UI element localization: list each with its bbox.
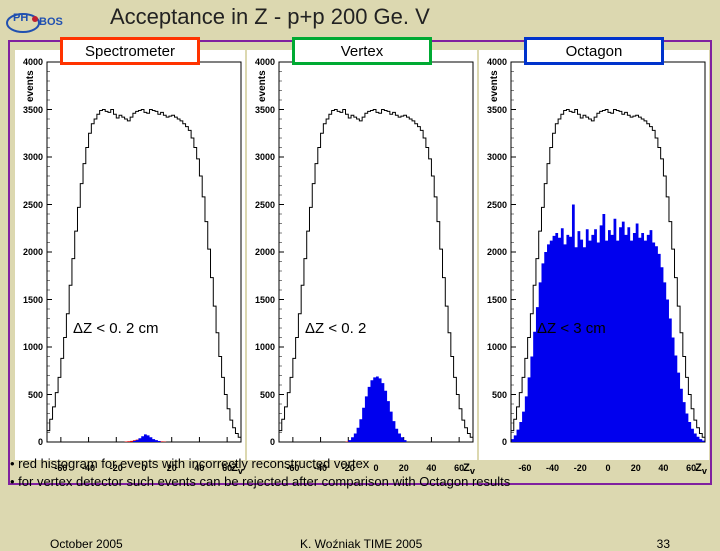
- y-tick-label: 3000: [477, 152, 507, 162]
- footer-page: 33: [657, 537, 670, 551]
- y-tick-label: 3000: [245, 152, 275, 162]
- chart-panel: events05001000150020002500300035004000-6…: [15, 42, 245, 460]
- panel-title-box: Spectrometer: [60, 37, 200, 65]
- y-tick-label: 1000: [13, 342, 43, 352]
- y-axis-label: events: [489, 70, 500, 102]
- chart-panel: events05001000150020002500300035004000-6…: [247, 42, 477, 460]
- y-tick-label: 0: [13, 437, 43, 447]
- y-tick-label: 3000: [13, 152, 43, 162]
- y-tick-label: 1000: [245, 342, 275, 352]
- logo: PH BOS: [5, 5, 75, 35]
- y-tick-label: 2500: [13, 200, 43, 210]
- y-tick-label: 500: [245, 390, 275, 400]
- chart-panel: events05001000150020002500300035004000-6…: [479, 42, 709, 460]
- delta-z-annotation: ΔZ < 0. 2 cm: [73, 320, 158, 337]
- y-tick-label: 1000: [477, 342, 507, 352]
- note-line: • for vertex detector such events can be…: [10, 473, 710, 491]
- note-line: • red histogram for events with incorrec…: [10, 455, 710, 473]
- y-tick-label: 3500: [245, 105, 275, 115]
- delta-z-annotation: ΔZ < 0. 2: [305, 320, 366, 337]
- y-tick-label: 2000: [245, 247, 275, 257]
- content-frame: events05001000150020002500300035004000-6…: [8, 40, 712, 485]
- y-tick-label: 2000: [477, 247, 507, 257]
- y-tick-label: 1500: [245, 295, 275, 305]
- panel-title-box: Octagon: [524, 37, 664, 65]
- y-axis-label: events: [25, 70, 36, 102]
- svg-text:PH: PH: [13, 12, 28, 24]
- y-tick-label: 1500: [477, 295, 507, 305]
- y-tick-label: 500: [13, 390, 43, 400]
- y-tick-label: 0: [245, 437, 275, 447]
- y-axis-label: events: [257, 70, 268, 102]
- svg-text:BOS: BOS: [39, 16, 63, 28]
- panel-title-box: Vertex: [292, 37, 432, 65]
- y-tick-label: 2000: [13, 247, 43, 257]
- y-tick-label: 3500: [477, 105, 507, 115]
- page-title: Acceptance in Z - p+p 200 Ge. V: [110, 4, 430, 30]
- y-tick-label: 500: [477, 390, 507, 400]
- y-tick-label: 4000: [245, 57, 275, 67]
- footer-date: October 2005: [50, 537, 123, 551]
- notes-block: • red histogram for events with incorrec…: [10, 455, 710, 491]
- y-tick-label: 4000: [477, 57, 507, 67]
- y-tick-label: 3500: [13, 105, 43, 115]
- delta-z-annotation: ΔZ < 3 cm: [537, 320, 606, 337]
- y-tick-label: 2500: [477, 200, 507, 210]
- y-tick-label: 4000: [13, 57, 43, 67]
- y-tick-label: 1500: [13, 295, 43, 305]
- y-tick-label: 0: [477, 437, 507, 447]
- y-tick-label: 2500: [245, 200, 275, 210]
- footer-author: K. Woźniak TIME 2005: [300, 537, 422, 551]
